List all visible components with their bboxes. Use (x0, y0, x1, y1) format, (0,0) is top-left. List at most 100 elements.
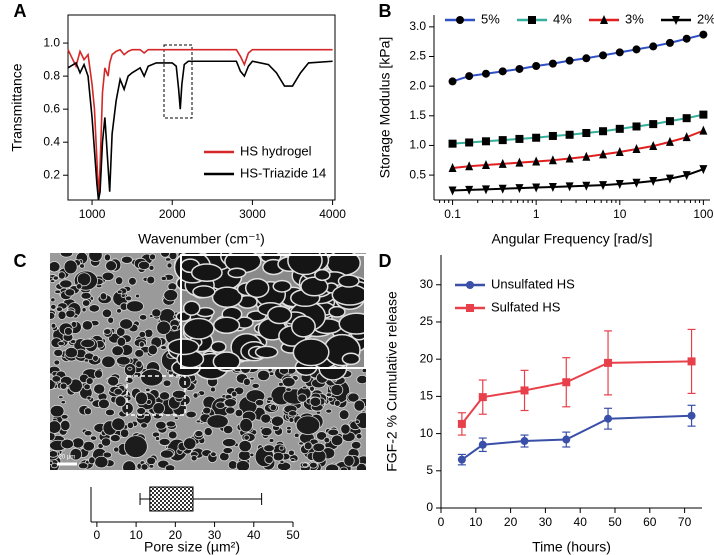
pore (114, 395, 127, 408)
pore (171, 389, 187, 399)
pore (126, 421, 134, 430)
pore (86, 395, 92, 401)
marker (465, 185, 474, 195)
pore (285, 387, 293, 392)
x-tick-label: 10 (469, 515, 483, 529)
marker (582, 54, 591, 63)
pore (268, 438, 275, 443)
marker (448, 186, 457, 196)
marker (520, 437, 529, 446)
pore (330, 383, 344, 396)
pore (116, 356, 131, 366)
pore (192, 285, 216, 299)
pore (270, 415, 284, 427)
marker (632, 178, 641, 188)
marker (515, 184, 524, 194)
pore (244, 277, 270, 299)
pore (159, 391, 171, 401)
pore (81, 320, 93, 331)
legend-label: Unsulfated HS (491, 276, 575, 291)
marker (665, 136, 674, 146)
pore (50, 460, 54, 465)
pore (138, 341, 145, 348)
pore (312, 442, 326, 453)
pore (76, 272, 92, 287)
pore (147, 344, 158, 356)
pore (347, 392, 360, 403)
pore (60, 400, 66, 405)
series-line (461, 360, 692, 425)
pore (337, 274, 360, 288)
pore (160, 345, 168, 350)
marker (615, 179, 624, 189)
marker (532, 61, 541, 70)
pore (266, 305, 293, 325)
pore (164, 257, 172, 262)
x-tick-label: 10 (129, 528, 143, 542)
marker (582, 128, 591, 137)
y-tick-label: 20 (420, 351, 434, 365)
marker (532, 156, 541, 166)
highlight-box (163, 44, 193, 119)
marker (565, 56, 574, 65)
pore (339, 466, 348, 470)
pore (222, 447, 233, 455)
pore (290, 315, 316, 338)
pore (272, 451, 285, 462)
pore (93, 383, 106, 395)
pore (243, 434, 250, 441)
pore (160, 275, 167, 281)
pore (354, 419, 360, 425)
marker (532, 133, 541, 142)
pore (146, 275, 156, 285)
pore (215, 401, 226, 409)
pore (300, 276, 329, 297)
pore (139, 314, 148, 321)
pore (60, 414, 69, 420)
marker (515, 157, 524, 167)
pore (83, 430, 93, 437)
pore (53, 359, 61, 366)
pore (140, 368, 164, 387)
marker (665, 38, 674, 47)
legend-label: HS hydrogel (240, 143, 312, 158)
pore (257, 369, 270, 382)
pore (297, 393, 308, 403)
pore (135, 391, 148, 406)
pore (293, 432, 300, 438)
pore (295, 415, 321, 435)
y-tick-label: 1.0 (409, 138, 426, 152)
marker (682, 171, 691, 181)
pore (145, 387, 151, 392)
pore (195, 419, 202, 424)
marker (481, 160, 490, 170)
marker (448, 77, 457, 86)
marker (615, 48, 624, 57)
pore (105, 260, 117, 272)
pore (88, 456, 96, 465)
marker (481, 137, 490, 146)
pore (266, 396, 274, 402)
pore (63, 327, 73, 336)
pore (59, 279, 73, 289)
marker (604, 414, 613, 423)
pore (50, 261, 61, 273)
pore (171, 324, 179, 331)
pore (227, 460, 238, 470)
pore (287, 253, 323, 276)
pore (125, 300, 144, 313)
marker (481, 69, 490, 78)
x-tick-label: 1 (533, 207, 540, 221)
pore (64, 346, 79, 359)
pore (83, 407, 92, 416)
x-tick-label: 100 (693, 207, 713, 221)
pore (135, 360, 143, 369)
legend-label: 2% (697, 11, 714, 26)
pore (353, 399, 366, 412)
pore (107, 316, 115, 324)
pore (222, 424, 234, 435)
marker (457, 419, 466, 428)
marker (582, 181, 591, 191)
pore (288, 416, 295, 423)
pore (122, 460, 137, 470)
